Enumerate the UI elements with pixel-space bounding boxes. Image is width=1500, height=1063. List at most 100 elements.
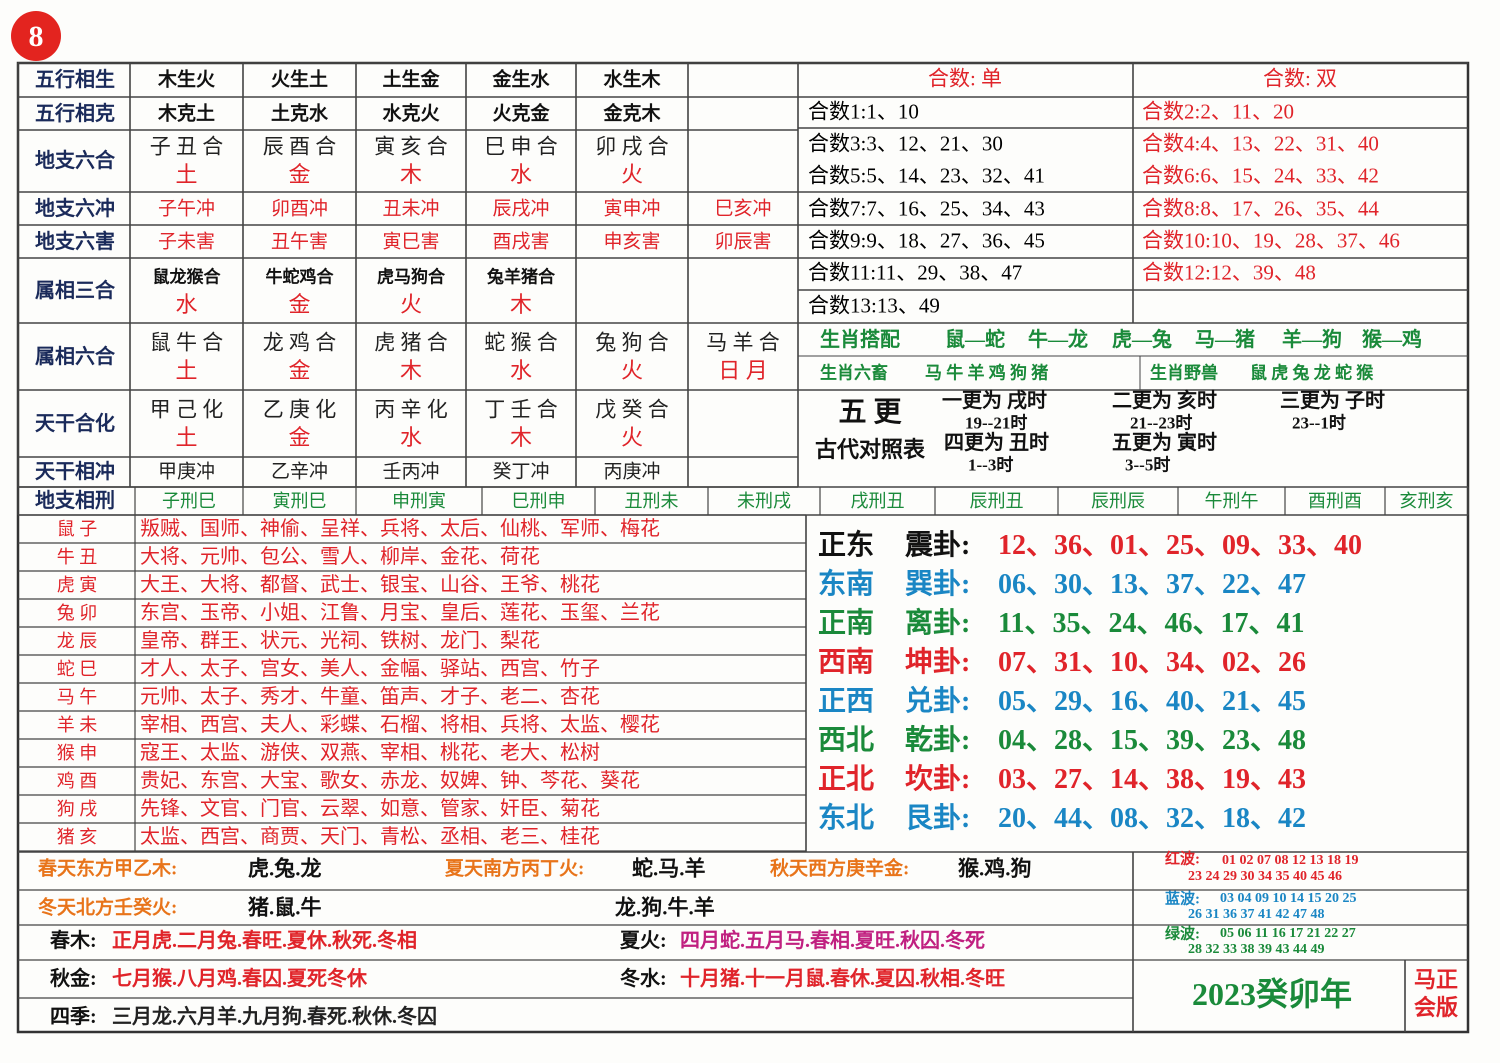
heshu-even: 合数4:4、13、22、31、40 <box>1142 131 1379 156</box>
trigram-dir: 东南 <box>818 569 875 600</box>
cell: 木生火 <box>157 69 216 91</box>
zodiac-animal: 蛇 巳 <box>56 659 98 679</box>
dapei-pair: 虎—兔 <box>1112 329 1172 351</box>
cell: 寅巳害 <box>382 231 440 252</box>
wave-line: 28 32 33 38 39 43 44 49 <box>1188 942 1325 957</box>
cell: 丙庚冲 <box>603 461 661 483</box>
season-label: 春天东方甲乙木: <box>38 858 178 880</box>
yeshou-label: 生肖野兽 <box>1150 363 1218 383</box>
zodiac-names: 叛贼、国师、神偷、呈祥、兵将、太后、仙桃、军师、梅花 <box>140 518 660 540</box>
cell-top: 鼠 牛 合 <box>149 330 224 354</box>
element-label: 春木: <box>50 930 97 952</box>
season-value: 猴.鸡.狗 <box>958 856 1032 881</box>
xing-cell: 寅刑巳 <box>272 491 327 511</box>
wave-line: 01 02 07 08 12 13 18 19 <box>1222 853 1359 868</box>
wave-line: 03 04 09 10 14 15 20 25 <box>1220 891 1357 906</box>
zodiac-names: 大将、元帅、包公、雪人、柳岸、金花、荷花 <box>140 546 540 568</box>
cell-bottom: 水 <box>509 162 533 187</box>
row-label: 天干合化 <box>35 412 115 435</box>
xing-cell: 辰刑丑 <box>969 491 1024 511</box>
zodiac-names: 元帅、太子、秀才、牛童、笛声、才子、老二、杏花 <box>140 686 600 708</box>
cell: 寅申冲 <box>603 198 661 219</box>
liuchu-items: 马 牛 羊 鸡 狗 猪 <box>925 363 1049 383</box>
dapei-pair: 猴—鸡 <box>1362 329 1422 351</box>
zodiac-names: 太监、西宫、商贾、天门、青松、丞相、老三、桂花 <box>140 826 600 848</box>
cell: 巳亥冲 <box>714 198 772 219</box>
cell: 水生木 <box>603 69 661 91</box>
edition: 会版 <box>1413 995 1459 1020</box>
heshu-even: 合数10:10、19、28、37、46 <box>1142 228 1400 253</box>
cell: 丑午害 <box>270 231 329 252</box>
zodiac-names: 先锋、文官、门官、云翠、如意、管家、奸臣、菊花 <box>140 798 600 820</box>
row-label: 地支六害 <box>35 230 115 253</box>
cell: 甲庚冲 <box>157 461 216 483</box>
trigram-numbers: 03、27、14、38、19、43 <box>998 764 1307 795</box>
cell: 火生土 <box>270 69 329 91</box>
badge-circle <box>11 11 61 61</box>
cell-top: 鼠龙猴合 <box>152 267 221 286</box>
trigram-numbers: 07、31、10、34、02、26 <box>998 647 1307 678</box>
heshu-odd: 合数11:11、29、38、47 <box>808 260 1023 285</box>
xing-cell: 丑刑未 <box>624 491 679 511</box>
zodiac-animal: 兔 卯 <box>56 603 98 623</box>
dapei-pair: 鼠—蛇 <box>945 329 1005 351</box>
cell-bottom: 日 月 <box>718 357 768 383</box>
zodiac-animal: 猪 亥 <box>56 827 98 847</box>
zodiac-animal: 牛 丑 <box>56 547 98 567</box>
trigram-gua: 离卦: <box>905 608 971 639</box>
geng-name: 一更为 戌时 <box>942 390 1047 412</box>
row-label: 地支六冲 <box>35 197 115 220</box>
season-value: 虎.兔.龙 <box>248 856 322 881</box>
trigram-dir: 西北 <box>818 725 875 756</box>
cell: 金克木 <box>603 103 661 124</box>
geng-name: 四更为 丑时 <box>944 432 1049 454</box>
trigram-numbers: 20、44、08、32、18、42 <box>998 803 1307 834</box>
trigram-dir: 正南 <box>818 608 875 639</box>
xing-cell: 辰刑辰 <box>1091 491 1145 511</box>
geng-name: 三更为 子时 <box>1280 390 1385 412</box>
cell-bottom: 土 <box>175 162 198 187</box>
trigram-numbers: 06、30、13、37、22、47 <box>998 569 1307 600</box>
trigram-dir: 正北 <box>818 764 875 795</box>
cell-bottom: 木 <box>509 424 533 450</box>
zodiac-names: 东宫、玉帝、小姐、江鲁、月宝、皇后、莲花、玉玺、兰花 <box>140 602 660 624</box>
season-value: 猪.鼠.牛 <box>248 895 322 920</box>
cell-bottom: 木 <box>399 357 423 383</box>
wave-line: 26 31 36 37 41 42 47 48 <box>1188 907 1325 922</box>
cell-bottom: 水 <box>175 291 198 317</box>
cell-top: 乙 庚 化 <box>262 397 337 421</box>
cell-bottom: 木 <box>509 291 533 317</box>
wave-label: 红波: <box>1165 851 1200 868</box>
heshu-even: 合数6:6、15、24、33、42 <box>1142 163 1379 188</box>
cell-bottom: 木 <box>399 162 423 187</box>
cell-bottom: 金 <box>288 424 311 450</box>
season-label: 夏天南方丙丁火: <box>445 858 585 880</box>
heshu-odd: 合数5:5、14、23、32、41 <box>808 163 1045 188</box>
cell-top: 龙 鸡 合 <box>262 330 337 354</box>
cell-top: 卯 戌 合 <box>595 134 669 159</box>
cell: 乙辛冲 <box>270 461 329 483</box>
wave-line: 23 24 29 30 34 35 40 45 46 <box>1188 869 1342 884</box>
dapei-pair: 羊—狗 <box>1282 329 1342 351</box>
zodiac-names: 才人、太子、宫女、美人、金幅、驿站、西宫、竹子 <box>140 658 600 680</box>
element-value: 四月蛇.五月马.春相.夏旺.秋囚.冬死 <box>680 930 985 952</box>
cell-bottom: 土 <box>175 424 198 450</box>
xing-cell: 戌刑丑 <box>850 491 905 511</box>
row-label: 天干相冲 <box>35 461 115 483</box>
yeshou-items: 鼠 虎 兔 龙 蛇 猴 <box>1250 363 1374 383</box>
cell-top: 兔羊猪合 <box>487 267 555 286</box>
geng-time: 21--23时 <box>1130 413 1193 433</box>
row-label: 五行相克 <box>35 102 115 125</box>
geng-time: 1--3时 <box>968 455 1014 475</box>
trigram-gua: 乾卦: <box>905 725 971 756</box>
heshu-even: 合数2:2、11、20 <box>1142 99 1295 124</box>
element-label: 冬水: <box>620 968 667 990</box>
xing-cell: 亥刑亥 <box>1399 491 1454 511</box>
cell: 酉戌害 <box>492 231 550 252</box>
zodiac-animal: 狗 戌 <box>56 799 98 819</box>
trigram-gua: 艮卦: <box>905 803 971 834</box>
zodiac-names: 大王、大将、都督、武士、银宝、山谷、王爷、桃花 <box>140 574 600 596</box>
trigram-dir: 正西 <box>818 686 875 717</box>
geng-time: 3--5时 <box>1125 455 1171 475</box>
xing-cell: 未刑戌 <box>737 491 791 511</box>
